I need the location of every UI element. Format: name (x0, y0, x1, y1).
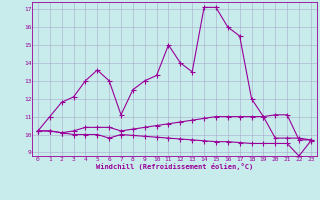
X-axis label: Windchill (Refroidissement éolien,°C): Windchill (Refroidissement éolien,°C) (96, 163, 253, 170)
